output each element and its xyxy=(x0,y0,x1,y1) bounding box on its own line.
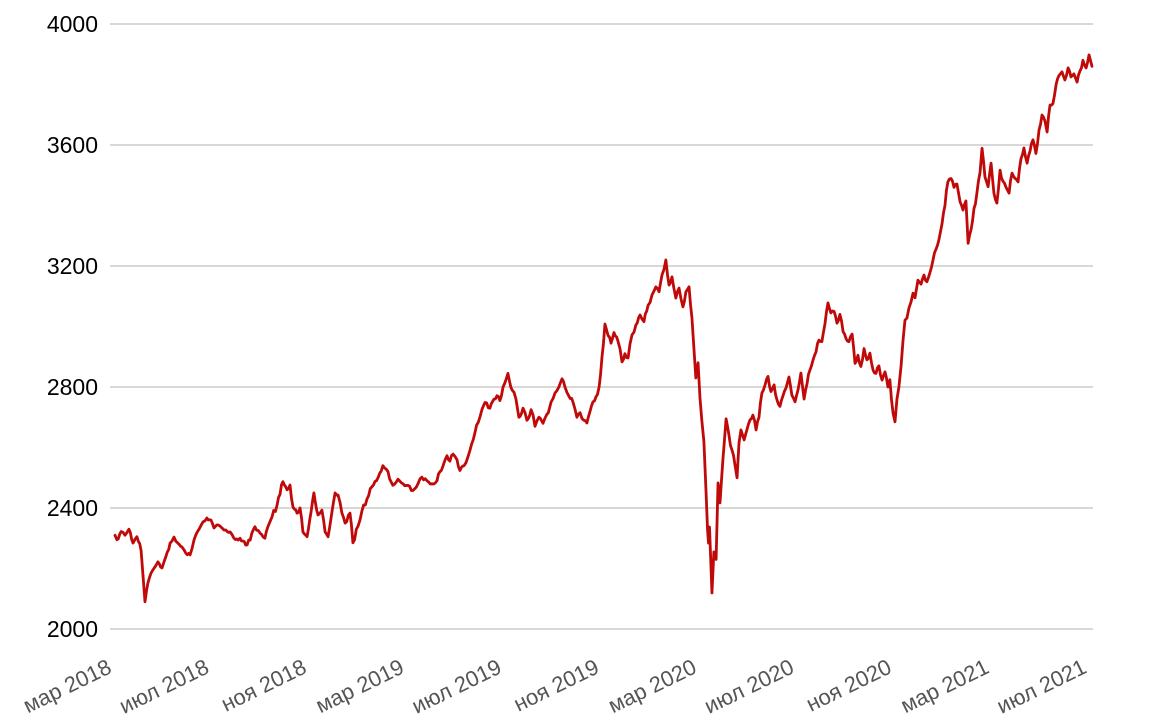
x-axis-tick-label: июл 2019 xyxy=(408,654,505,719)
x-axis-tick-label: мар 2019 xyxy=(312,654,408,718)
x-axis-tick-label: мар 2021 xyxy=(897,654,993,718)
x-axis-tick-label: ноя 2018 xyxy=(217,654,310,717)
y-axis-tick-label: 2000 xyxy=(47,616,98,642)
y-axis-tick-label: 2800 xyxy=(47,374,98,400)
price-line xyxy=(113,53,1094,604)
y-axis-tick-label: 3600 xyxy=(47,132,98,158)
x-axis-tick-label: ноя 2019 xyxy=(510,654,603,717)
x-axis-tick-label: мар 2018 xyxy=(19,654,115,718)
x-axis-tick-label: июл 2020 xyxy=(700,654,797,719)
y-axis-tick-label: 3200 xyxy=(47,253,98,279)
y-axis-tick-label: 2400 xyxy=(47,495,98,521)
x-axis-tick-label: мар 2020 xyxy=(604,654,700,718)
x-axis-tick-label: июл 2021 xyxy=(993,654,1090,719)
y-axis-tick-label: 4000 xyxy=(47,11,98,37)
x-axis-tick-label: ноя 2020 xyxy=(802,654,895,717)
x-axis-tick-label: июл 2018 xyxy=(115,654,212,719)
